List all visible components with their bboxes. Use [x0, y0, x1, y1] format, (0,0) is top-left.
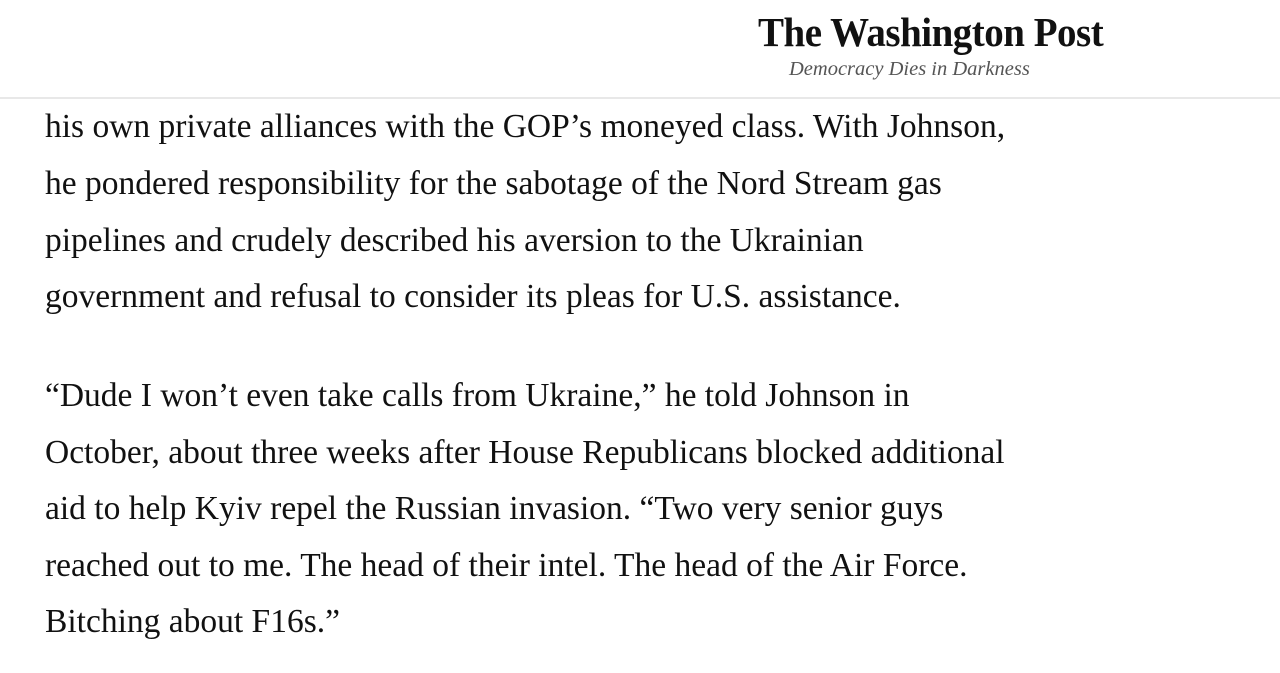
text-line: Bitching about F16s.” [45, 603, 340, 640]
site-header: The Washington Post Democracy Dies in Da… [0, 0, 1280, 99]
text-line: reached out to me. The head of their int… [45, 547, 968, 584]
text-line: October, about three weeks after House R… [45, 434, 1005, 471]
text-line: pipelines and crudely described his aver… [45, 222, 864, 259]
text-line: aid to help Kyiv repel the Russian invas… [45, 490, 944, 527]
tagline: Democracy Dies in Darkness [789, 58, 1030, 80]
text-line: his own private alliances with the GOP’s… [45, 108, 1006, 145]
text-line: he pondered responsibility for the sabot… [45, 165, 942, 202]
text-line: “Dude I won’t even take calls from Ukrai… [45, 377, 910, 414]
text-line: government and refusal to consider its p… [45, 278, 901, 315]
washington-post-logo[interactable]: The Washington Post [758, 9, 1104, 55]
